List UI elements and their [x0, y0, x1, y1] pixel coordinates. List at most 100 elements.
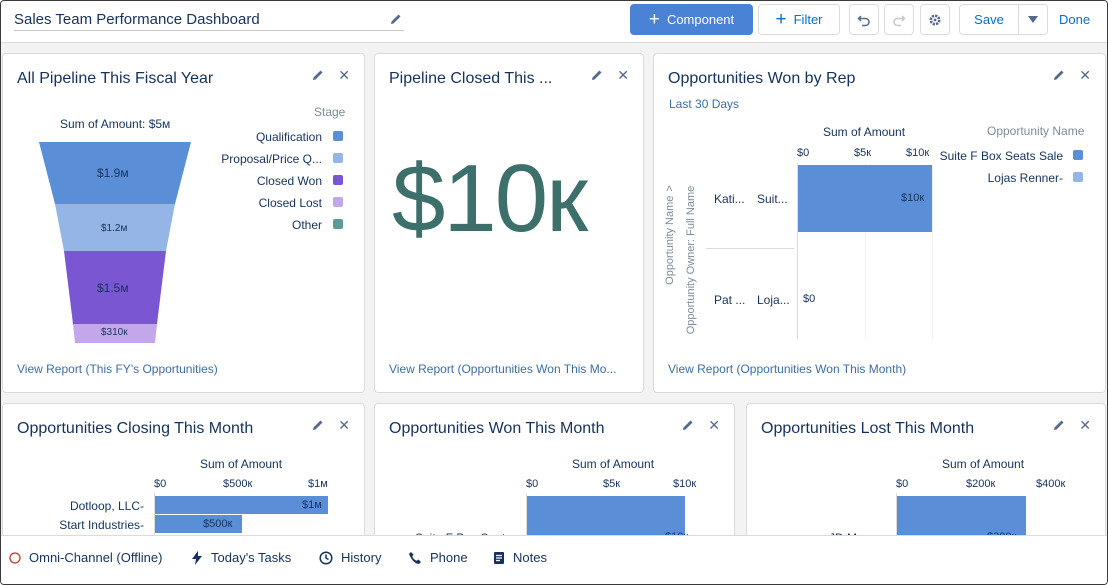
legend-swatch — [333, 153, 343, 163]
pencil-icon[interactable] — [1053, 419, 1065, 431]
pencil-icon[interactable] — [591, 69, 603, 81]
x-axis-title: Sum of Amount — [942, 457, 1025, 471]
axis-line — [154, 493, 155, 538]
row-owner-label: Kati... — [714, 192, 745, 206]
bar-jd-morgan[interactable] — [897, 496, 1026, 540]
card-tools: ✕ — [1053, 418, 1091, 432]
x-axis-title: Sum of Amount — [823, 125, 906, 139]
dashboard-title-field[interactable]: Sales Team Performance Dashboard — [14, 9, 404, 31]
bar-dotloop[interactable] — [155, 496, 328, 514]
card-title: Opportunities Won by Rep — [668, 70, 856, 87]
redo-button[interactable] — [884, 4, 914, 35]
funnel-label-closed-won: $1.5м — [97, 281, 129, 295]
utility-notes[interactable]: Notes — [493, 550, 547, 565]
utility-history[interactable]: History — [319, 550, 381, 565]
x-tick: $10к — [906, 147, 930, 159]
utility-todays-tasks[interactable]: Today's Tasks — [191, 550, 291, 565]
y-axis-arrow: > — [664, 185, 676, 192]
close-icon[interactable]: ✕ — [338, 417, 350, 433]
view-report-link[interactable]: View Report (Opportunities Won This Mo..… — [389, 362, 617, 376]
notes-icon — [494, 551, 504, 564]
pencil-icon[interactable] — [1053, 69, 1065, 81]
save-menu-button[interactable] — [1018, 4, 1048, 35]
x-tick: $200к — [966, 478, 996, 490]
x-axis-title: Sum of Amount — [200, 457, 283, 471]
card-won-by-rep: Opportunities Won by Rep Last 30 Days ✕ … — [653, 53, 1106, 393]
dashboard-title: Sales Team Performance Dashboard — [14, 11, 260, 28]
legend-item: Lojas Renner- — [987, 171, 1063, 185]
legend-swatch — [333, 131, 343, 141]
bar-suite-f[interactable] — [527, 496, 685, 540]
done-button[interactable]: Done — [1059, 12, 1091, 27]
row-label: Dotloop, LLC- — [69, 499, 144, 513]
undo-icon — [857, 14, 870, 26]
legend-title: Opportunity Name — [987, 124, 1085, 138]
funnel-chart — [39, 142, 191, 343]
close-icon[interactable]: ✕ — [708, 417, 720, 433]
legend-swatch — [333, 175, 343, 185]
axis-line — [526, 493, 527, 538]
utility-label: Omni-Channel (Offline) — [29, 550, 163, 565]
phone-icon — [409, 551, 421, 564]
funnel-segment-qualification — [39, 142, 191, 204]
plus-icon: + — [648, 9, 660, 30]
y-axis-label-1: Opportunity Name — [664, 195, 676, 285]
component-label: Component — [666, 12, 735, 27]
funnel-segment-closed-lost — [73, 324, 157, 343]
card-title: Opportunities Lost This Month — [761, 420, 975, 437]
add-filter-button[interactable]: + Filter — [758, 4, 840, 35]
x-tick: $5к — [854, 147, 872, 159]
bar-start-industries[interactable] — [155, 515, 242, 533]
close-icon[interactable]: ✕ — [617, 67, 629, 83]
save-button[interactable]: Save — [959, 4, 1019, 35]
utility-phone[interactable]: Phone — [408, 550, 468, 565]
funnel-measure-label: Sum of Amount: $5м — [60, 117, 171, 131]
x-tick: $0 — [154, 478, 167, 490]
card-closing-this-month: Opportunities Closing This Month ✕ Sum o… — [2, 403, 365, 553]
x-tick: $0 — [526, 478, 539, 490]
x-tick: $5к — [603, 478, 621, 490]
card-tools: ✕ — [312, 68, 350, 82]
pencil-icon[interactable] — [682, 419, 694, 431]
bar-suite-f[interactable] — [798, 165, 932, 232]
undo-button[interactable] — [849, 4, 879, 35]
add-component-button[interactable]: + Component — [630, 4, 753, 35]
x-tick: $0 — [797, 147, 810, 159]
view-report-link[interactable]: View Report (This FY's Opportunities) — [17, 362, 218, 376]
axis-line — [896, 493, 897, 538]
legend-swatch — [1073, 150, 1083, 160]
pencil-icon[interactable] — [390, 13, 402, 25]
legend-item: Proposal/Price Q... — [221, 152, 322, 166]
x-tick: $1м — [308, 478, 328, 490]
legend-item: Suite F Box Seats Sale — [939, 149, 1063, 163]
settings-button[interactable] — [920, 4, 950, 35]
row-opp-label: Suit... — [757, 192, 788, 206]
view-report-link[interactable]: View Report (Opportunities Won This Mont… — [668, 362, 907, 376]
metric-value: $10к — [392, 145, 588, 252]
save-label: Save — [974, 12, 1004, 27]
row-owner-label: Pat ... — [714, 293, 746, 307]
close-icon[interactable]: ✕ — [338, 67, 350, 83]
card-subtitle: Last 30 Days — [669, 97, 740, 111]
legend-item: Other — [291, 218, 322, 232]
x-tick: $0 — [896, 478, 909, 490]
gear-icon — [929, 14, 941, 25]
card-tools: ✕ — [1053, 68, 1091, 82]
plus-icon: + — [775, 9, 787, 30]
utility-label: History — [341, 550, 382, 565]
card-title: Pipeline Closed This ... — [389, 70, 553, 87]
card-title: Opportunities Won This Month — [389, 420, 605, 437]
close-icon[interactable]: ✕ — [1079, 67, 1091, 83]
pencil-icon[interactable] — [312, 419, 324, 431]
pencil-icon[interactable] — [312, 69, 324, 81]
close-icon[interactable]: ✕ — [1079, 417, 1091, 433]
funnel-label-closed-lost: $310к — [101, 327, 128, 338]
offline-status-icon — [9, 551, 21, 564]
bar-value-label: $0 — [803, 293, 816, 305]
utility-omni-channel[interactable]: Omni-Channel (Offline) — [9, 550, 162, 565]
filter-label: Filter — [793, 12, 823, 27]
utility-label: Notes — [513, 550, 547, 565]
bar-value-label: $1м — [302, 499, 322, 511]
legend-item: Qualification — [255, 130, 322, 144]
card-pipeline-closed: Pipeline Closed This ... ✕ $10к View Rep… — [374, 53, 644, 393]
